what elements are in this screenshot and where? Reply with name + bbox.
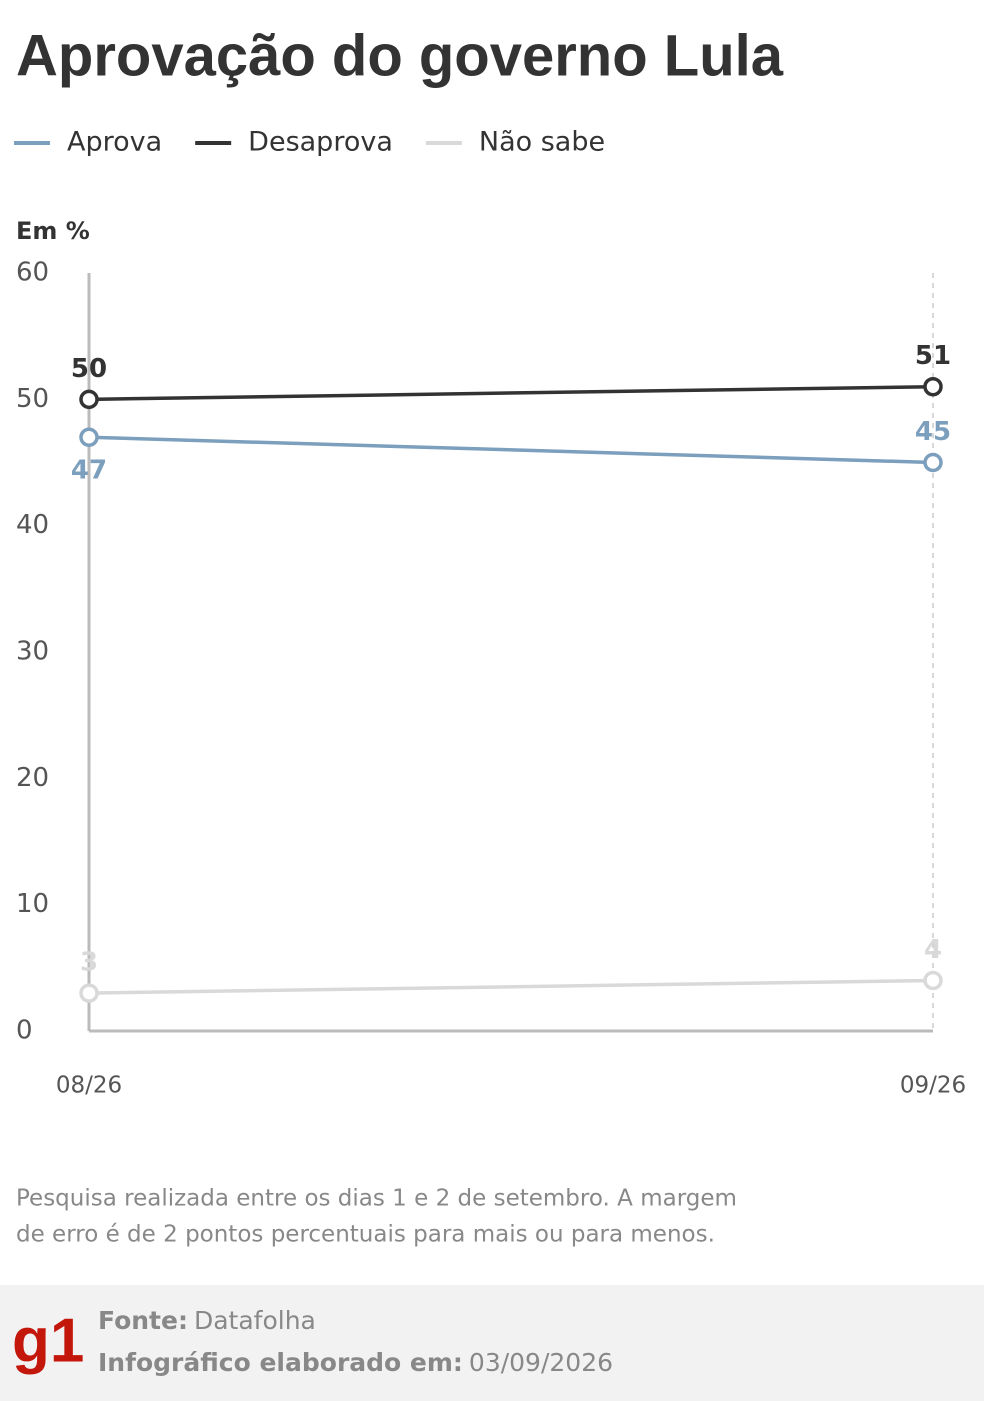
- x-tick-label: 08/26: [56, 1073, 122, 1099]
- point: [923, 452, 943, 473]
- date-value: 03/09/2026: [469, 1348, 613, 1377]
- source-value: Datafolha: [194, 1306, 316, 1335]
- series-line: [88, 978, 934, 995]
- data-label: 3: [80, 948, 98, 978]
- point: [923, 376, 943, 397]
- data-label: 45: [915, 417, 951, 447]
- data-label: 47: [71, 456, 107, 486]
- data-label: 50: [71, 354, 107, 384]
- data-label: 4: [924, 935, 942, 965]
- source: Fonte: Datafolha: [98, 1306, 316, 1335]
- y-tick-label: 0: [16, 1016, 33, 1046]
- note: de erro é de 2 pontos percentuais para m…: [16, 1222, 715, 1248]
- y-tick-label: 30: [16, 637, 49, 667]
- y-tick-label: 50: [16, 384, 49, 414]
- point: [79, 427, 99, 447]
- point: [79, 983, 99, 1003]
- y-tick-label: 20: [16, 763, 49, 793]
- series-line: [88, 384, 934, 402]
- footer-bg: [0, 1285, 984, 1401]
- legend-label: Desaprova: [248, 127, 393, 158]
- x-tick-label: 09/26: [900, 1073, 966, 1099]
- date-label: Infográfico elaborado em:: [98, 1348, 463, 1377]
- y-tick-label: 40: [16, 510, 49, 540]
- y-axis-label: Em %: [16, 217, 90, 245]
- chart-title: Aprovação do governo Lula: [16, 23, 784, 88]
- legend-label: Aprova: [67, 127, 162, 158]
- y-tick-label: 60: [16, 258, 49, 288]
- point: [923, 970, 943, 991]
- y-tick-label: 10: [16, 889, 49, 919]
- date: Infográfico elaborado em: 03/09/2026: [98, 1348, 613, 1377]
- data-label: 51: [915, 341, 951, 371]
- series-line: [88, 435, 934, 465]
- logo: g1: [12, 1306, 84, 1375]
- point: [79, 389, 99, 410]
- note: Pesquisa realizada entre os dias 1 e 2 d…: [16, 1186, 737, 1212]
- source-label: Fonte:: [98, 1306, 188, 1335]
- legend-label: Não sabe: [479, 127, 605, 158]
